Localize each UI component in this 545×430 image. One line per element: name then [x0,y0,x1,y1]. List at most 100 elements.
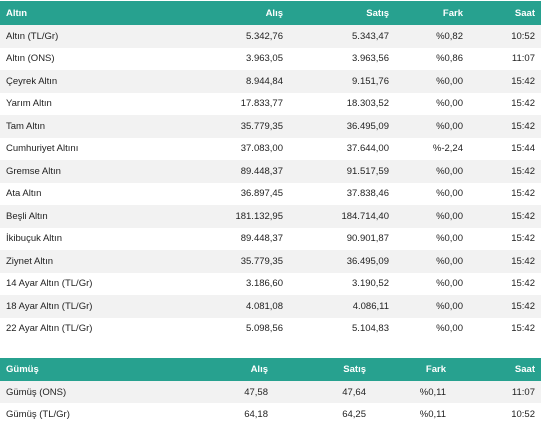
change-percent: %0,00 [395,115,479,138]
table-header-row: Altın Alış Satış Fark Saat [0,1,541,25]
update-time: 15:44 [479,137,541,160]
sell-price: 91.517,59 [289,160,395,183]
buy-price: 47,58 [160,381,274,403]
table-row[interactable]: Altın (ONS) 3.963,05 3.963,56 %0,86 11:07 [0,47,541,70]
change-percent: %0,82 [395,25,479,48]
buy-price: 8.944,84 [150,70,289,93]
update-time: 15:42 [479,115,541,138]
change-percent: %-2,24 [395,137,479,160]
gold-prices-table: Altın Alış Satış Fark Saat Altın (TL/Gr)… [0,1,541,340]
sell-price: 5.343,47 [289,25,395,48]
instrument-name: Yarım Altın [0,92,150,115]
column-header-buy[interactable]: Alış [150,1,289,25]
update-time: 15:42 [479,227,541,250]
sell-price: 9.151,76 [289,70,395,93]
instrument-name: Altın (TL/Gr) [0,25,150,48]
instrument-name: Cumhuriyet Altını [0,137,150,160]
table-row[interactable]: 22 Ayar Altın (TL/Gr) 5.098,56 5.104,83 %0,… [0,317,541,340]
instrument-name: Gümüş (TL/Gr) [0,403,160,425]
change-percent: %0,00 [395,250,479,273]
instrument-name: Altın (ONS) [0,47,150,70]
instrument-name: Ata Altın [0,182,150,205]
instrument-name: 14 Ayar Altın (TL/Gr) [0,272,150,295]
instrument-name: Gümüş (ONS) [0,381,160,403]
buy-price: 37.083,00 [150,137,289,160]
table-row[interactable]: Beşli Altın 181.132,95 184.714,40 %0,00 15:4… [0,205,541,228]
table-row[interactable]: Cumhuriyet Altını 37.083,00 37.644,00 %-2,2… [0,137,541,160]
table-row[interactable]: Ziynet Altın 35.779,35 36.495,09 %0,00 15:42 [0,250,541,273]
table-row[interactable]: Gümüş (ONS) 47,58 47,64 %0,11 11:07 [0,381,541,403]
table-header-row: Gümüş Alış Satış Fark Saat [0,358,541,381]
silver-prices-table: Gümüş Alış Satış Fark Saat Gümüş (ONS) 47… [0,358,541,425]
buy-price: 36.897,45 [150,182,289,205]
sell-price: 3.963,56 [289,47,395,70]
silver-prices-panel: Gümüş Alış Satış Fark Saat Gümüş (ONS) 47… [0,358,541,425]
sell-price: 47,64 [274,381,372,403]
instrument-name: Beşli Altın [0,205,150,228]
gold-table-body: Altın (TL/Gr) 5.342,76 5.343,47 %0,82 10:52 A… [0,25,541,340]
buy-price: 5.342,76 [150,25,289,48]
update-time: 15:42 [479,205,541,228]
column-header-time[interactable]: Saat [458,358,541,381]
buy-price: 89.448,37 [150,160,289,183]
update-time: 15:42 [479,160,541,183]
update-time: 10:52 [479,25,541,48]
table-row[interactable]: Tam Altın 35.779,35 36.495,09 %0,00 15:42 [0,115,541,138]
change-percent: %0,00 [395,317,479,340]
update-time: 15:42 [479,182,541,205]
buy-price: 35.779,35 [150,250,289,273]
table-row[interactable]: Gümüş (TL/Gr) 64,18 64,25 %0,11 10:52 [0,403,541,425]
change-percent: %0,00 [395,295,479,318]
update-time: 15:42 [479,295,541,318]
instrument-name: 18 Ayar Altın (TL/Gr) [0,295,150,318]
table-row[interactable]: Gremse Altın 89.448,37 91.517,59 %0,00 15:42 [0,160,541,183]
column-header-change[interactable]: Fark [372,358,458,381]
change-percent: %0,11 [372,403,458,425]
sell-price: 3.190,52 [289,272,395,295]
table-row[interactable]: Çeyrek Altın 8.944,84 9.151,76 %0,00 15:42 [0,70,541,93]
change-percent: %0,00 [395,182,479,205]
table-row[interactable]: 18 Ayar Altın (TL/Gr) 4.081,08 4.086,11 %0,… [0,295,541,318]
sell-price: 184.714,40 [289,205,395,228]
update-time: 10:52 [458,403,541,425]
column-header-time[interactable]: Saat [479,1,541,25]
column-header-sell[interactable]: Satış [289,1,395,25]
table-row[interactable]: İkibuçuk Altın 89.448,37 90.901,87 %0,00 15:… [0,227,541,250]
sell-price: 90.901,87 [289,227,395,250]
sell-price: 5.104,83 [289,317,395,340]
change-percent: %0,11 [372,381,458,403]
buy-price: 64,18 [160,403,274,425]
change-percent: %0,00 [395,160,479,183]
sell-price: 64,25 [274,403,372,425]
sell-price: 4.086,11 [289,295,395,318]
table-row[interactable]: Yarım Altın 17.833,77 18.303,52 %0,00 15:42 [0,92,541,115]
table-row[interactable]: Ata Altın 36.897,45 37.838,46 %0,00 15:42 [0,182,541,205]
column-header-change[interactable]: Fark [395,1,479,25]
silver-table-body: Gümüş (ONS) 47,58 47,64 %0,11 11:07 Gümüş (TL… [0,381,541,425]
change-percent: %0,86 [395,47,479,70]
sell-price: 18.303,52 [289,92,395,115]
change-percent: %0,00 [395,205,479,228]
instrument-name: Gremse Altın [0,160,150,183]
change-percent: %0,00 [395,70,479,93]
update-time: 15:42 [479,317,541,340]
change-percent: %0,00 [395,227,479,250]
column-header-name[interactable]: Altın [0,1,150,25]
column-header-sell[interactable]: Satış [274,358,372,381]
update-time: 15:42 [479,70,541,93]
sell-price: 37.838,46 [289,182,395,205]
instrument-name: Çeyrek Altın [0,70,150,93]
buy-price: 89.448,37 [150,227,289,250]
buy-price: 181.132,95 [150,205,289,228]
update-time: 11:07 [458,381,541,403]
column-header-buy[interactable]: Alış [160,358,274,381]
buy-price: 5.098,56 [150,317,289,340]
column-header-name[interactable]: Gümüş [0,358,160,381]
buy-price: 3.963,05 [150,47,289,70]
update-time: 15:42 [479,92,541,115]
table-row[interactable]: 14 Ayar Altın (TL/Gr) 3.186,60 3.190,52 %0,… [0,272,541,295]
change-percent: %0,00 [395,92,479,115]
table-row[interactable]: Altın (TL/Gr) 5.342,76 5.343,47 %0,82 10:52 [0,25,541,48]
sell-price: 37.644,00 [289,137,395,160]
update-time: 11:07 [479,47,541,70]
